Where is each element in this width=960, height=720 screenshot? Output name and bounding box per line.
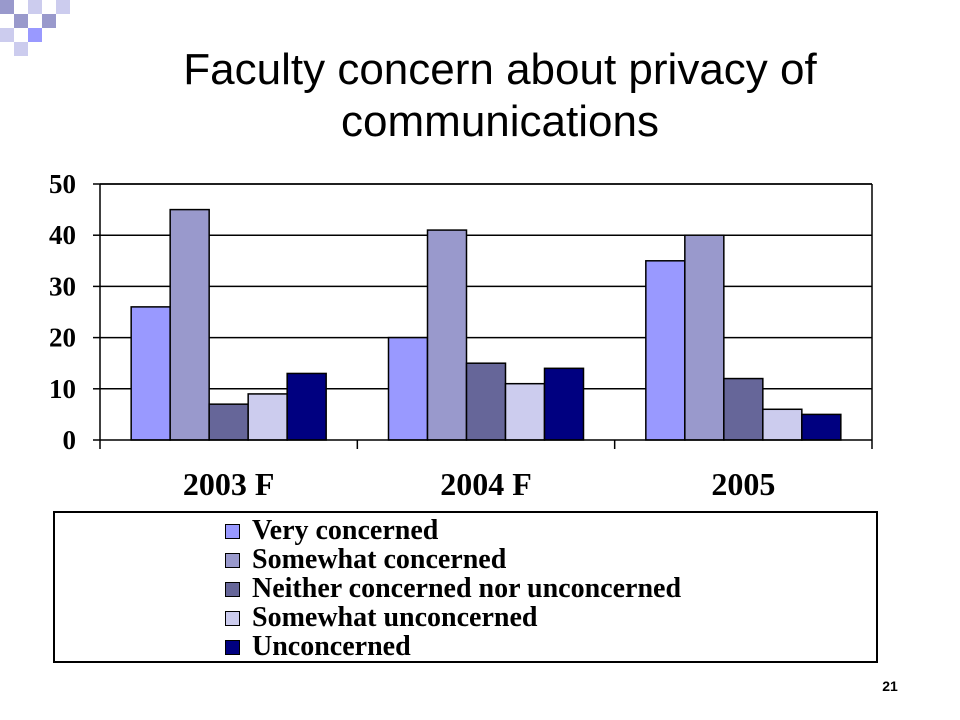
legend-swatch <box>225 639 240 655</box>
page-number: 21 <box>882 678 898 694</box>
bar <box>426 229 468 441</box>
gridlines <box>100 183 872 390</box>
legend-label: Unconcerned <box>252 631 411 662</box>
y-tick-label: 40 <box>49 220 76 250</box>
legend-label: Somewhat concerned <box>252 544 507 575</box>
x-tick-label: 2003 F <box>183 466 275 502</box>
legend-label: Very concerned <box>252 515 439 546</box>
y-tick-label: 50 <box>49 169 76 199</box>
bar <box>208 403 249 441</box>
y-tick-label: 0 <box>63 425 77 455</box>
bar <box>286 372 327 441</box>
x-tick-label: 2004 F <box>440 466 532 502</box>
bar <box>504 382 546 441</box>
bar <box>801 413 842 441</box>
x-tick-label: 2005 <box>711 466 775 502</box>
bar <box>762 408 803 441</box>
legend-item: Very concerned <box>225 515 439 546</box>
bar <box>130 306 171 441</box>
bar <box>169 208 210 441</box>
bar <box>247 393 288 441</box>
y-tick-label: 20 <box>49 323 76 353</box>
legend-swatch <box>225 552 240 568</box>
slide-title: Faculty concern about privacy of communi… <box>183 45 817 146</box>
chart-legend: Very concerned Somewhat concerned Neither … <box>53 511 878 663</box>
legend-swatch <box>225 610 240 626</box>
y-tick-label: 30 <box>49 271 76 301</box>
bar-chart: 0 10 20 30 40 50 2003 F 2004 F 2005 <box>49 169 873 502</box>
axes <box>93 183 873 449</box>
legend-swatch <box>225 523 240 539</box>
slide-corner-decoration <box>0 0 70 56</box>
legend-item: Neither concerned nor unconcerned <box>225 573 682 604</box>
axis-labels: 0 10 20 30 40 50 2003 F 2004 F 2005 <box>49 169 775 502</box>
bar <box>543 367 585 441</box>
bar <box>465 362 507 441</box>
bar <box>723 377 764 441</box>
y-tick-label: 10 <box>49 374 76 404</box>
legend-swatch <box>225 581 240 597</box>
legend-label: Somewhat unconcerned <box>252 602 538 633</box>
legend-item: Somewhat unconcerned <box>225 602 538 633</box>
bar <box>387 336 429 441</box>
legend-label: Neither concerned nor unconcerned <box>252 573 682 604</box>
bar <box>645 260 686 441</box>
legend-item: Somewhat concerned <box>225 544 507 575</box>
legend-item: Unconcerned <box>225 631 411 662</box>
bars <box>130 208 842 441</box>
bar <box>684 234 725 441</box>
